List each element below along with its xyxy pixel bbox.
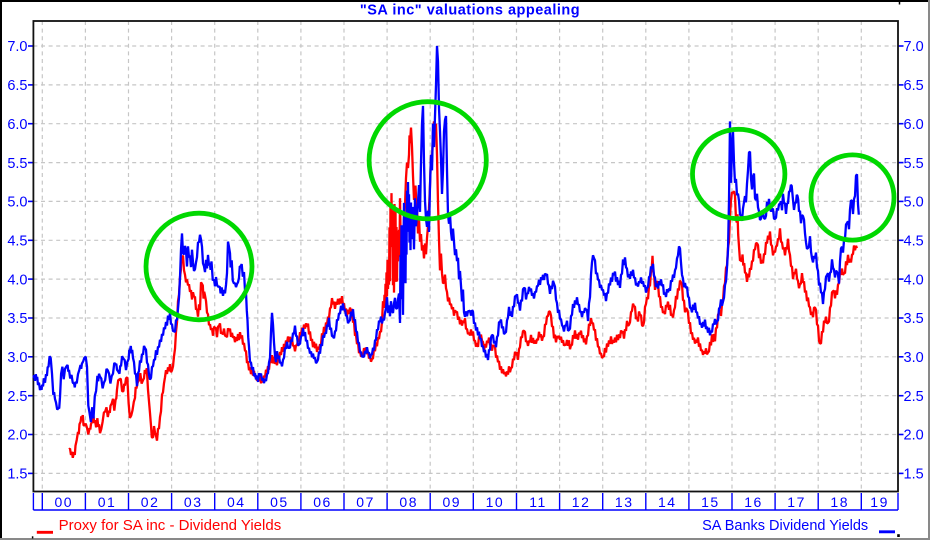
svg-text:06: 06	[313, 494, 332, 510]
svg-text:7.0: 7.0	[904, 39, 924, 55]
svg-text:1.5: 1.5	[7, 467, 27, 483]
svg-text:3.0: 3.0	[7, 350, 27, 366]
svg-text:3.5: 3.5	[904, 311, 924, 327]
svg-text:Proxy for SA inc - Dividend Yi: Proxy for SA inc - Dividend Yields	[59, 517, 282, 534]
svg-text:2.0: 2.0	[904, 428, 924, 444]
svg-text:15: 15	[701, 494, 720, 510]
svg-text:SA Banks Dividend Yields: SA Banks Dividend Yields	[702, 518, 868, 534]
svg-text:5.5: 5.5	[7, 156, 27, 172]
svg-text:5.0: 5.0	[7, 195, 27, 211]
svg-text:1.5: 1.5	[904, 467, 924, 483]
svg-text:03: 03	[184, 494, 203, 510]
svg-text:3.5: 3.5	[7, 311, 27, 327]
svg-text:6.5: 6.5	[7, 78, 27, 94]
svg-text:"SA inc" valuations appealing: "SA inc" valuations appealing	[360, 3, 580, 19]
svg-text:2.0: 2.0	[7, 428, 27, 444]
svg-text:6.0: 6.0	[7, 117, 27, 133]
svg-text:5.5: 5.5	[904, 156, 924, 172]
svg-text:6.5: 6.5	[904, 78, 924, 94]
svg-text:07: 07	[356, 494, 375, 510]
svg-text:14: 14	[658, 494, 677, 510]
svg-text:02: 02	[141, 494, 160, 510]
svg-text:00: 00	[55, 494, 74, 510]
svg-text:4.5: 4.5	[904, 234, 924, 250]
svg-text:11: 11	[529, 494, 547, 510]
svg-text:17: 17	[787, 494, 806, 510]
svg-text:7.0: 7.0	[7, 39, 27, 55]
svg-text:04: 04	[227, 494, 246, 510]
svg-text:19: 19	[870, 494, 889, 510]
svg-text:09: 09	[443, 494, 462, 510]
svg-text:12: 12	[572, 494, 591, 510]
svg-text:18: 18	[830, 494, 849, 510]
svg-text:08: 08	[399, 494, 418, 510]
svg-text:05: 05	[270, 494, 289, 510]
svg-text:3.0: 3.0	[904, 350, 924, 366]
svg-text:4.0: 4.0	[7, 272, 27, 288]
svg-text:4.5: 4.5	[7, 234, 27, 250]
svg-text:4.0: 4.0	[904, 272, 924, 288]
svg-text:2.5: 2.5	[7, 389, 27, 405]
svg-text:16: 16	[744, 494, 763, 510]
svg-text:10: 10	[486, 494, 505, 510]
svg-text:2.5: 2.5	[904, 389, 924, 405]
svg-text:5.0: 5.0	[904, 195, 924, 211]
svg-text:13: 13	[615, 494, 634, 510]
svg-text:6.0: 6.0	[904, 117, 924, 133]
svg-text:01: 01	[98, 494, 117, 510]
